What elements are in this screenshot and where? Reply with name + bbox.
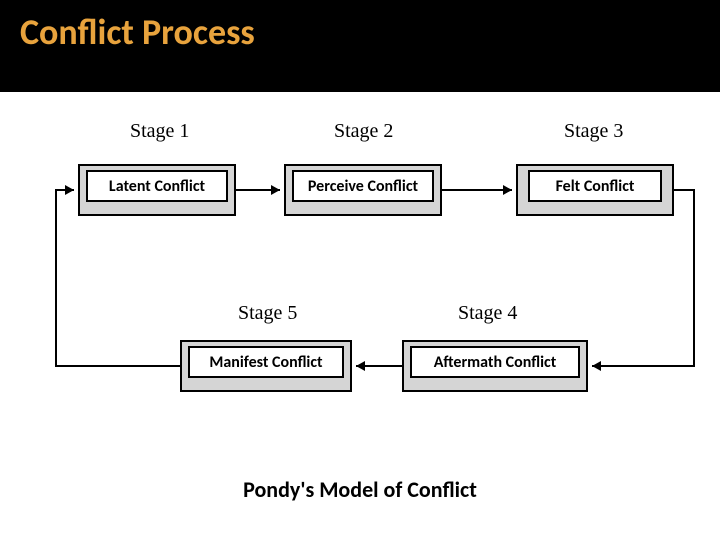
- node-felt: Felt Conflict: [528, 170, 662, 202]
- caption: Pondy's Model of Conflict: [0, 476, 720, 503]
- slide-header: Conflict Process: [0, 0, 720, 92]
- slide-title: Conflict Process: [20, 10, 700, 54]
- stage-label-1: Stage 1: [130, 120, 189, 143]
- node-perceive: Perceive Conflict: [292, 170, 434, 202]
- stage-label-2: Stage 2: [334, 120, 393, 143]
- stage-label-5: Stage 4: [458, 302, 517, 325]
- diagram-area: Stage 1 Stage 2 Stage 3 Stage 5 Stage 4 Laten…: [0, 92, 720, 472]
- stage-label-4: Stage 5: [238, 302, 297, 325]
- arrow-layer: [0, 92, 720, 472]
- node-manifest: Manifest Conflict: [188, 346, 344, 378]
- stage-label-3: Stage 3: [564, 120, 623, 143]
- node-aftermath: Aftermath Conflict: [410, 346, 580, 378]
- node-latent: Latent Conflict: [86, 170, 228, 202]
